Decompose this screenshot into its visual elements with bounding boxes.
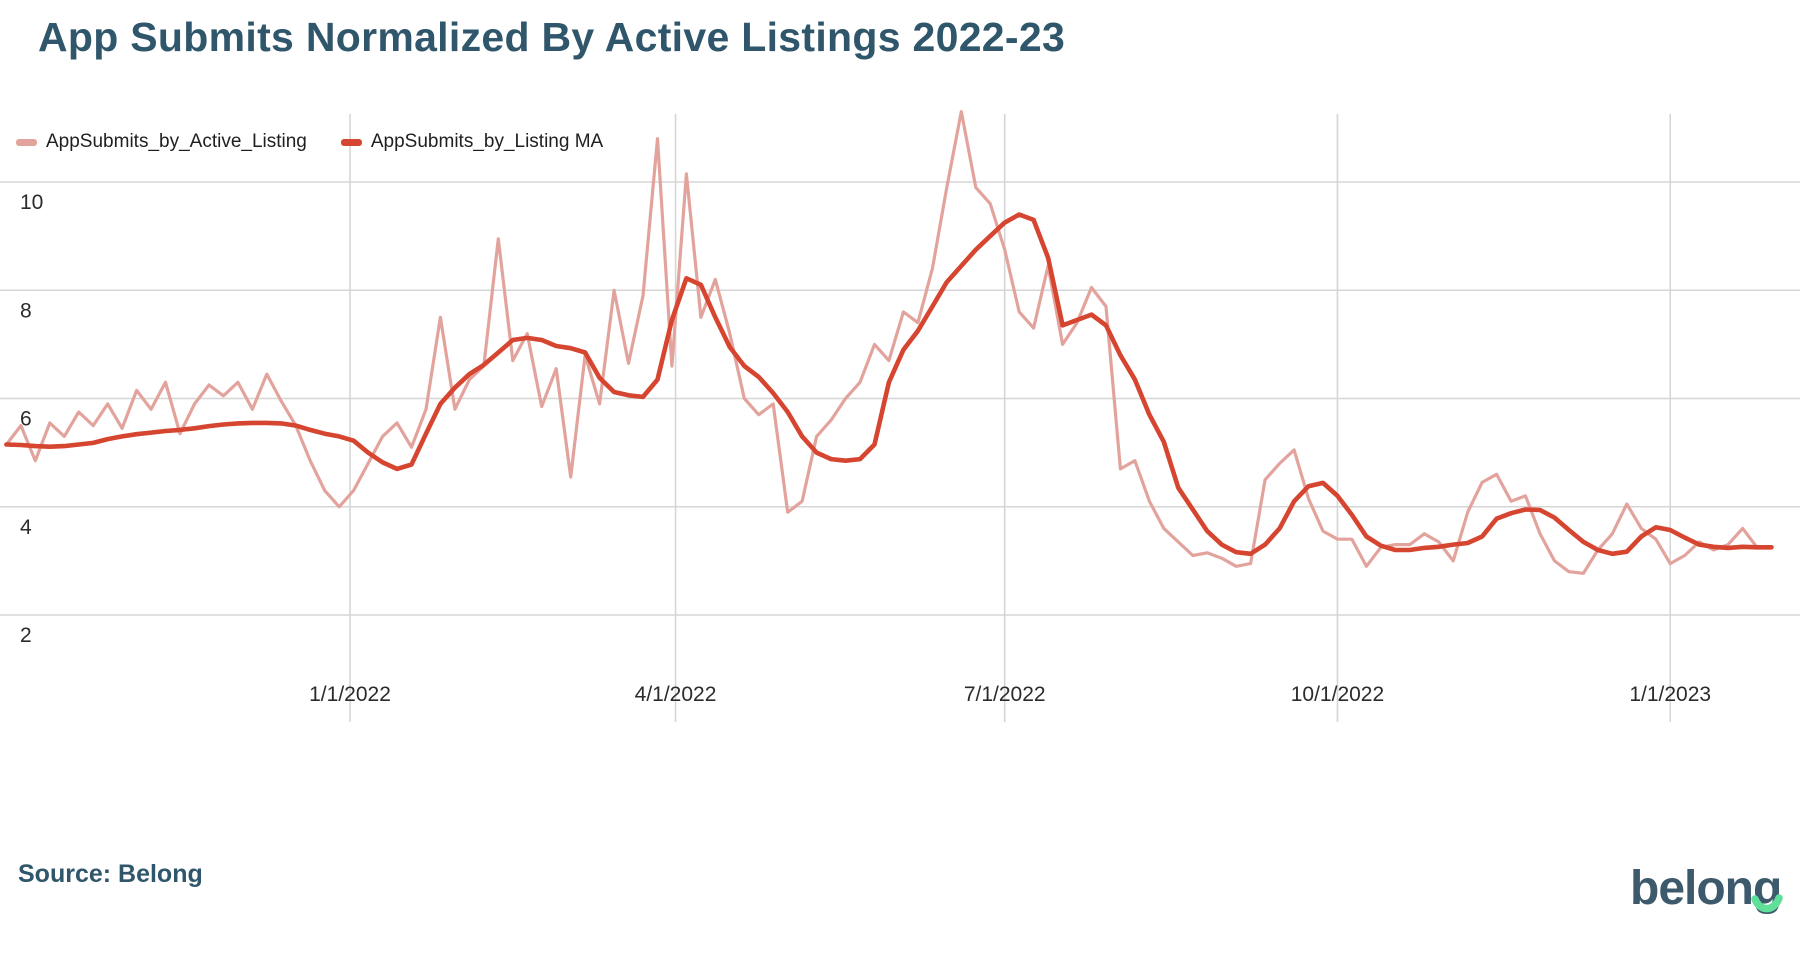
legend-label-ma: AppSubmits_by_Listing MA	[370, 131, 604, 152]
legend-item-raw: AppSubmits_by_Active_Listing	[16, 131, 307, 153]
legend-swatch-ma-icon	[340, 138, 362, 146]
belong-logo-smile-icon	[1751, 894, 1783, 913]
belong-logo: belong	[1630, 862, 1783, 915]
x-axis-tick-1/1/2023: 1/1/2023	[1629, 683, 1711, 706]
source-attribution: Source: Belong	[18, 860, 203, 888]
y-axis-tick-10: 10	[20, 191, 43, 214]
x-axis-tick-10/1/2022: 10/1/2022	[1291, 683, 1384, 706]
legend-label-raw: AppSubmits_by_Active_Listing	[46, 131, 307, 152]
series-line-ma	[4, 212, 1774, 557]
y-axis-tick-4: 4	[20, 516, 32, 539]
y-axis-tick-6: 6	[20, 408, 32, 431]
x-axis-tick-7/1/2022: 7/1/2022	[964, 683, 1046, 706]
legend-item-ma: AppSubmits_by_Listing MA	[340, 131, 604, 153]
legend-swatch-raw-icon	[16, 138, 37, 146]
page-title: App Submits Normalized By Active Listing…	[38, 14, 1066, 60]
chart-legend: AppSubmits_by_Active_Listing AppSubmits_…	[16, 131, 637, 153]
x-axis-tick-4/1/2022: 4/1/2022	[635, 683, 717, 706]
y-axis-tick-8: 8	[20, 299, 32, 322]
x-axis-tick-1/1/2022: 1/1/2022	[309, 683, 391, 706]
series-line-raw	[4, 109, 1774, 575]
y-axis-tick-2: 2	[20, 624, 32, 647]
